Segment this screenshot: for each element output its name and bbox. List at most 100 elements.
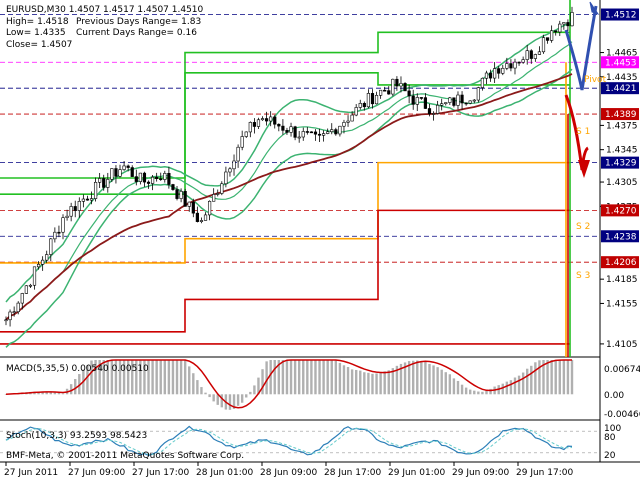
time-tick-label: 27 Jun 09:00 — [68, 468, 125, 478]
candle-body — [541, 37, 546, 53]
price-marker-box — [601, 256, 639, 269]
macd-histogram-bar — [257, 377, 260, 395]
macd-histogram-bar — [41, 391, 44, 395]
candle-body — [171, 184, 175, 190]
candle-body — [317, 133, 322, 136]
macd-histogram-bar — [326, 360, 329, 395]
candle-body — [529, 50, 533, 59]
macd-histogram-bar — [183, 360, 187, 395]
candle-body — [513, 61, 517, 69]
macd-histogram-bar — [110, 360, 114, 395]
candle-body — [179, 191, 183, 199]
macd-histogram-bar — [232, 394, 236, 409]
macd-histogram-bar — [269, 360, 272, 395]
candle-body — [533, 54, 537, 59]
macd-histogram-bar — [216, 394, 219, 405]
candle-body — [480, 77, 485, 88]
candle-body — [330, 129, 334, 133]
macd-histogram-bar — [289, 360, 293, 395]
macd-histogram-bar — [293, 360, 297, 395]
macd-histogram-bar — [228, 394, 232, 410]
candle-body — [191, 201, 195, 214]
candle-body — [240, 136, 244, 148]
candle-body — [395, 78, 399, 87]
bollinger-lower-line — [5, 68, 573, 348]
macd-histogram-bar — [436, 367, 439, 395]
macd-histogram-bar — [245, 394, 248, 398]
candle-body — [484, 72, 489, 79]
price-tick-label: 1.4185 — [606, 275, 638, 285]
candle-body — [273, 116, 277, 125]
macd-histogram-bar — [179, 360, 183, 395]
candle-body — [501, 67, 505, 74]
macd-histogram-bar — [122, 360, 126, 395]
price-marker-label: 1.4329 — [605, 159, 637, 169]
macd-histogram-bar — [350, 369, 354, 395]
macd-histogram-bar — [265, 361, 268, 395]
macd-signal-line — [5, 359, 572, 409]
copyright-text: BMF-Meta, © 2001-2011 MetaQuotes Softwar… — [6, 451, 244, 461]
macd-histogram-bar — [407, 361, 411, 395]
macd-histogram-bar — [277, 360, 281, 395]
candle-body — [554, 30, 558, 33]
candle-body — [167, 172, 171, 185]
candles-layer — [4, 6, 574, 327]
macd-histogram-bar — [163, 360, 167, 395]
macd-histogram-bar — [69, 384, 73, 395]
low-label: Low= 1.4335 — [6, 28, 66, 38]
bollinger-middle-line — [5, 41, 573, 321]
macd-histogram-bar — [273, 360, 276, 395]
macd-histogram-bar — [167, 360, 171, 395]
candle-body — [550, 30, 554, 41]
macd-tick-bottom: -0.00466 — [604, 410, 640, 420]
candle-body — [77, 201, 81, 211]
price-tick-label: 1.4305 — [606, 178, 638, 188]
stoch-main-line — [5, 425, 573, 457]
candle-body — [122, 165, 126, 170]
stoch-tick-80: 80 — [604, 433, 616, 443]
candle-body — [142, 172, 147, 183]
macd-histogram-bar — [432, 365, 435, 395]
candle-body — [36, 263, 41, 268]
macd-histogram-bar — [57, 392, 61, 395]
pivot-label: Pivot — [584, 75, 607, 85]
macd-histogram-bar — [53, 392, 57, 395]
candle-body — [24, 285, 28, 294]
macd-histogram-bar — [98, 360, 101, 395]
s1-label: S 1 — [576, 127, 590, 137]
candle-body — [28, 284, 33, 287]
macd-histogram-bar — [375, 373, 378, 395]
stoch-label: Stoch(10,3,3) 93.2593 98.5423 — [6, 431, 147, 441]
candle-body — [114, 168, 118, 177]
candle-body — [252, 122, 256, 127]
price-tick-label: 1.4465 — [606, 49, 638, 59]
candle-body — [53, 231, 57, 240]
stochastic-layer — [0, 425, 600, 457]
candle-body — [305, 131, 309, 133]
macd-histogram-bar — [550, 360, 553, 395]
macd-histogram-bar — [546, 360, 549, 395]
forecast-arrows-layer — [564, 1, 600, 178]
candle-body — [289, 126, 293, 133]
price-marker-box — [601, 8, 639, 21]
s3-label: S 3 — [576, 271, 590, 281]
macd-histogram-bar — [334, 360, 338, 395]
price-marker-label: 1.4453 — [605, 58, 637, 68]
candle-body — [313, 131, 318, 135]
macd-histogram-bar — [383, 371, 386, 395]
macd-histogram-bar — [367, 372, 370, 395]
macd-histogram-bar — [379, 372, 382, 395]
price-marker-box — [601, 56, 639, 69]
macd-histogram-bar — [37, 391, 40, 395]
macd-histogram-bar — [139, 360, 142, 395]
candle-body — [472, 99, 476, 102]
macd-histogram-bar — [135, 360, 138, 395]
macd-histogram-bar — [440, 369, 443, 395]
macd-histogram-bar — [306, 360, 309, 395]
macd-histogram-bar — [420, 360, 423, 395]
macd-histogram-bar — [558, 360, 561, 395]
candle-body — [12, 311, 16, 314]
high-label: High= 1.4518 — [6, 17, 69, 27]
candle-body — [93, 181, 98, 199]
